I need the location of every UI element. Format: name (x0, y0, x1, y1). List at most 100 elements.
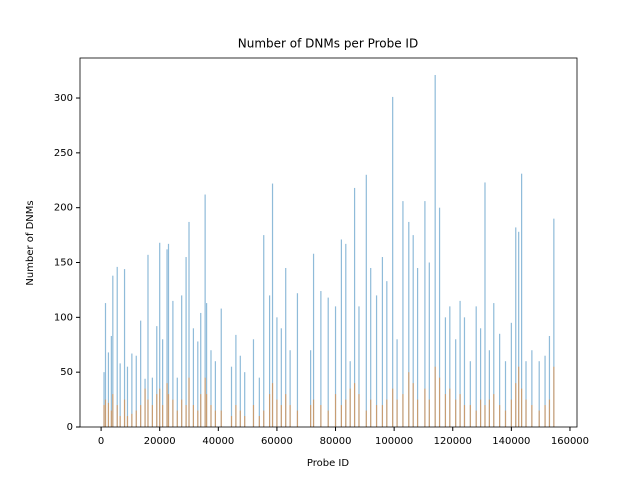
bar (475, 306, 477, 427)
bar (162, 339, 164, 427)
bar (438, 377, 441, 427)
bar (510, 322, 512, 427)
bar (416, 399, 419, 427)
bar (144, 388, 146, 427)
bar (131, 353, 133, 427)
bar (276, 317, 278, 427)
bar (499, 333, 501, 427)
bar (412, 383, 414, 427)
bar (444, 394, 447, 427)
bar (459, 300, 461, 427)
bar (239, 410, 241, 427)
bar (444, 317, 447, 427)
bar (188, 377, 190, 427)
bar (244, 372, 246, 427)
x-tick-label: 0 (98, 436, 104, 447)
y-tick-label: 250 (54, 148, 73, 159)
bar (320, 405, 322, 427)
bar (285, 394, 287, 427)
bar (504, 410, 507, 427)
y-tick-label: 100 (54, 312, 73, 323)
bar (521, 388, 523, 427)
bar (525, 361, 527, 427)
bar (521, 173, 523, 427)
bar (434, 74, 436, 428)
bar (488, 350, 490, 427)
bar (131, 413, 133, 427)
bar (271, 383, 274, 427)
bar (239, 355, 241, 427)
bar (479, 399, 482, 427)
bar (258, 377, 260, 427)
bar (176, 377, 178, 427)
bar (119, 416, 121, 427)
bar (484, 182, 486, 427)
bar (110, 335, 112, 427)
bar (538, 410, 540, 427)
bar (192, 405, 195, 427)
bar (135, 410, 137, 427)
bar (525, 399, 527, 427)
bar (499, 405, 501, 427)
bar (408, 372, 410, 427)
bar (424, 201, 426, 427)
bar (103, 372, 105, 427)
chart-title: Number of DNMs per Probe ID (238, 37, 418, 51)
bar (151, 377, 153, 427)
y-axis-label: Number of DNMs (25, 200, 36, 285)
bar (518, 231, 520, 427)
bar (159, 242, 161, 427)
bar (484, 405, 486, 427)
bar (280, 405, 282, 427)
bar (358, 306, 360, 427)
bar (392, 96, 394, 427)
bar (345, 399, 347, 427)
bar (147, 254, 149, 427)
bar (110, 410, 112, 427)
bar (449, 388, 451, 427)
bar (204, 194, 206, 427)
bar (396, 399, 398, 427)
bar (116, 405, 118, 427)
x-tick-label: 160000 (551, 436, 589, 447)
bar (126, 366, 129, 427)
bar (205, 303, 208, 427)
x-tick-label: 80000 (320, 436, 352, 447)
bar (197, 410, 199, 427)
bar (205, 394, 208, 427)
bar (434, 366, 436, 427)
bar (493, 303, 495, 427)
bar (438, 207, 441, 427)
bar (353, 383, 356, 427)
bar (252, 405, 255, 427)
bar (479, 328, 482, 427)
bar (365, 174, 367, 427)
bar (428, 262, 430, 427)
bar (553, 366, 555, 427)
bar (416, 267, 419, 427)
bar (531, 350, 533, 427)
x-tick-label: 100000 (375, 436, 413, 447)
bar (396, 339, 398, 427)
bar (147, 399, 149, 427)
bar (402, 394, 404, 427)
bar (312, 253, 315, 427)
bar (140, 320, 142, 427)
bar (135, 355, 137, 427)
bar (263, 235, 265, 427)
bar (345, 243, 347, 427)
bar (185, 405, 187, 427)
bar (312, 399, 315, 427)
bar (123, 399, 126, 427)
bar (515, 227, 517, 427)
y-tick-label: 200 (54, 203, 73, 214)
bar (402, 201, 404, 427)
bar (162, 405, 164, 427)
bar (181, 399, 183, 427)
bar (449, 306, 451, 427)
bar (320, 291, 322, 427)
bar (181, 295, 183, 427)
bar (386, 399, 388, 427)
x-tick-label: 120000 (434, 436, 472, 447)
